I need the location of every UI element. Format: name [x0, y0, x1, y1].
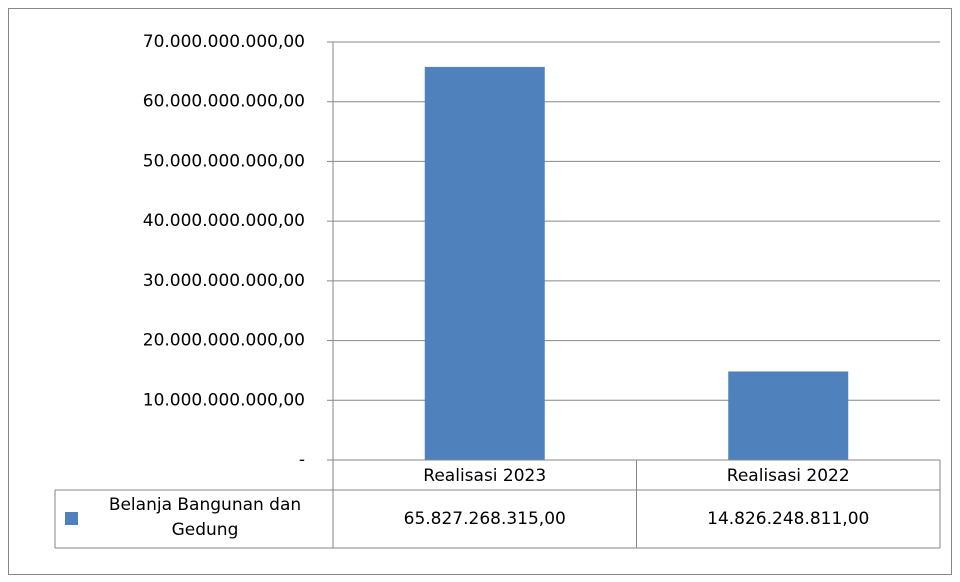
y-tick-label: - [299, 450, 305, 470]
x-tick-label: Realisasi 2022 [727, 466, 850, 486]
y-tick-label: 40.000.000.000,00 [143, 211, 305, 231]
y-tick-label: 20.000.000.000,00 [143, 331, 305, 351]
table-value: 65.827.268.315,00 [404, 509, 566, 529]
legend-label-box: Belanja Bangunan dan Gedung [108, 495, 302, 540]
y-tick-label: 30.000.000.000,00 [143, 271, 305, 291]
table-value: 14.826.248.811,00 [707, 509, 869, 529]
y-tick-label: 60.000.000.000,00 [143, 92, 305, 112]
bar [728, 371, 849, 460]
y-tick-label: 10.000.000.000,00 [143, 390, 305, 410]
y-tick-label: 50.000.000.000,00 [143, 151, 305, 171]
y-tick-label: 70.000.000.000,00 [143, 32, 305, 52]
legend-label: Belanja Bangunan dan Gedung [108, 495, 302, 540]
bar [424, 66, 545, 460]
x-tick-label: Realisasi 2023 [423, 466, 546, 486]
legend-swatch [65, 512, 78, 525]
